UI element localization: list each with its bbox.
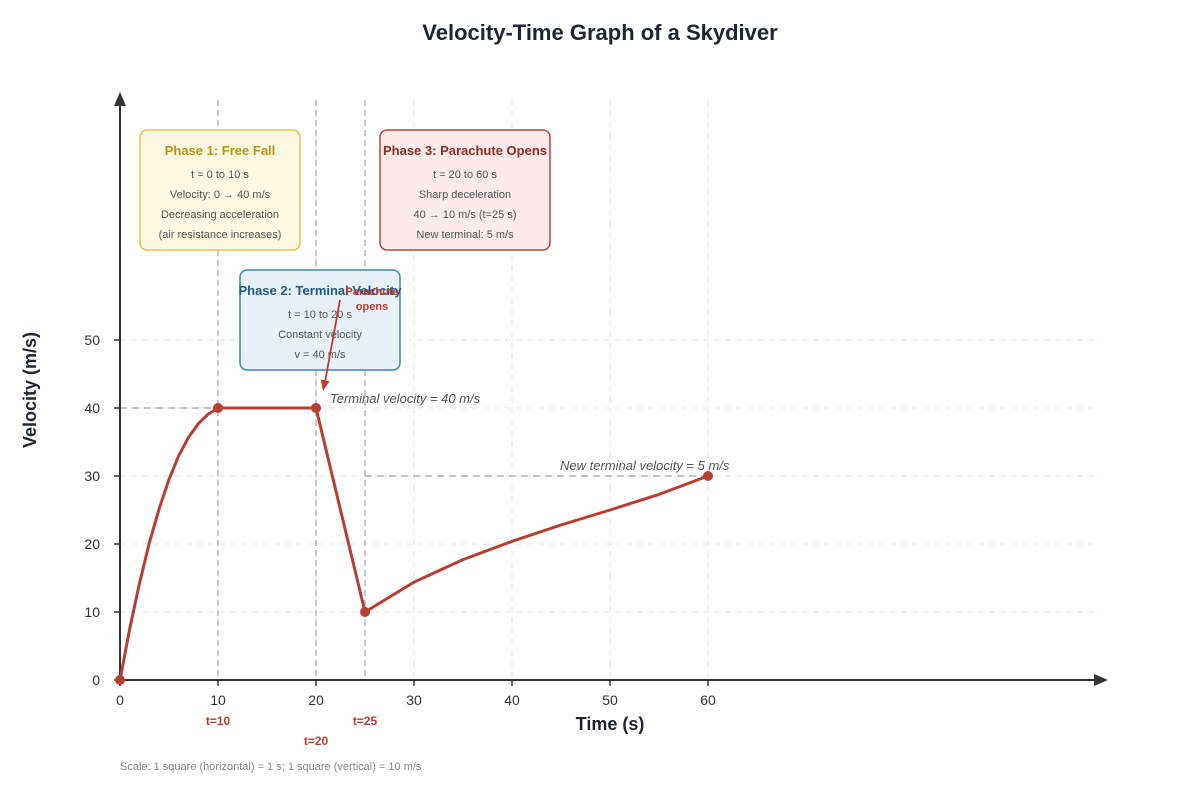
phase-box-line: Velocity: 0 → 40 m/s: [170, 189, 271, 201]
phase-box-title: Phase 2: Terminal Velocity: [238, 283, 402, 298]
velocity-curve: [118, 406, 710, 682]
x-tick-label: 60: [700, 692, 716, 708]
phase-box-3: Phase 3: Parachute Opens t = 20 to 60 s Sh…: [379, 129, 551, 251]
callout: Parachute opens: [320, 286, 399, 391]
data-point-t60: [703, 471, 713, 481]
new-terminal-velocity-label: New terminal velocity = 5 m/s: [560, 458, 730, 473]
phase-box-line: t = 10 to 20 s: [288, 309, 352, 321]
callout-label: opens: [356, 301, 388, 313]
y-axis-title: Velocity (m/s): [20, 332, 40, 448]
phase-box-2: Phase 2: Terminal Velocity t = 10 to 20 s…: [238, 269, 402, 371]
y-tick-label: 50: [84, 332, 100, 348]
x-tick-label: 40: [504, 692, 520, 708]
velocity-series: [115, 403, 713, 685]
y-tick-label: 20: [84, 536, 100, 552]
phase-marker-label: t=10: [206, 714, 231, 728]
phase-box-frame: [379, 129, 551, 251]
phase-box-frame: [139, 129, 301, 251]
phase-box-line: Sharp deceleration: [419, 189, 511, 201]
phase-box-line: t = 0 to 10 s: [191, 169, 249, 181]
phase-lines: t=10 t=20 t=25: [206, 100, 378, 748]
terminal-velocity-label: Terminal velocity = 40 m/s: [330, 391, 481, 406]
phase-box-line: (air resistance increases): [159, 229, 282, 241]
phase-box-line: v = 40 m/s: [294, 349, 346, 361]
x-tick-label: 50: [602, 692, 618, 708]
phase-box-line: Decreasing acceleration: [161, 209, 279, 221]
y-tick-label: 0: [92, 672, 100, 688]
x-axis-title: Time (s): [576, 714, 645, 734]
reference-labels: Terminal velocity = 40 m/s New terminal v…: [330, 391, 730, 473]
y-tick-label: 40: [84, 400, 100, 416]
grid: [120, 100, 1100, 680]
y-tick-label: 10: [84, 604, 100, 620]
phase-box-line: New terminal: 5 m/s: [416, 229, 514, 241]
y-axis-arrow-icon: [114, 92, 126, 106]
x-axis-arrow-icon: [1094, 674, 1108, 686]
data-point-t25: [360, 607, 370, 617]
phase-box-title: Phase 1: Free Fall: [165, 143, 276, 158]
x-tick-label: 20: [308, 692, 324, 708]
phase-boxes: Phase 1: Free Fall t = 0 to 10 s Velocity:…: [139, 129, 551, 371]
y-tick-label: 30: [84, 468, 100, 484]
callout-arrow-icon: [320, 379, 330, 391]
scale-note: Scale: 1 square (horizontal) = 1 s; 1 sq…: [120, 761, 422, 773]
phase-box-line: Constant velocity: [278, 329, 362, 341]
callout-arrow-line: [324, 299, 341, 383]
data-point-t10: [213, 403, 223, 413]
x-tick-label: 10: [210, 692, 226, 708]
data-point-t20: [311, 403, 321, 413]
phase-box-1: Phase 1: Free Fall t = 0 to 10 s Velocity:…: [139, 129, 301, 251]
axes: 0 10 20 30 40 50 60 0 10 20 30 40 50: [84, 92, 1108, 708]
phase-box-frame: [239, 269, 401, 371]
data-point-t0: [115, 675, 125, 685]
phase-marker-label: t=25: [353, 714, 378, 728]
phase-box-line: t = 20 to 60 s: [433, 169, 497, 181]
callout-label: Parachute: [345, 286, 398, 298]
x-tick-label: 0: [116, 692, 124, 708]
x-tick-label: 30: [406, 692, 422, 708]
phase-marker-label: t=20: [304, 734, 329, 748]
phase-box-line: 40 → 10 m/s (t=25 s): [413, 209, 516, 221]
phase-box-title: Phase 3: Parachute Opens: [383, 143, 547, 158]
chart-title: Velocity-Time Graph of a Skydiver: [422, 20, 778, 45]
